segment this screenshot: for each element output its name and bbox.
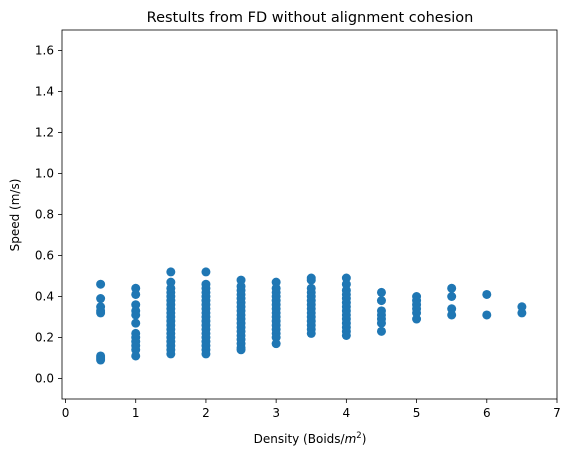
data-point <box>412 314 422 324</box>
y-axis: 0.0 0.2 0.4 0.6 0.8 1.0 1.2 1.4 1.6 <box>35 44 62 386</box>
x-tick-label: 6 <box>483 406 491 420</box>
x-tick-label: 3 <box>272 406 280 420</box>
chart-title: Restults from FD without alignment cohes… <box>147 10 474 26</box>
x-tick-label: 2 <box>202 406 210 420</box>
data-points <box>96 267 527 365</box>
y-tick-label: 0.0 <box>35 372 54 386</box>
data-point <box>271 333 281 342</box>
x-axis-label-prefix: Density (Boids/ <box>254 432 346 446</box>
y-tick-label: 1.0 <box>35 167 54 181</box>
data-point <box>341 273 351 283</box>
x-tick-label: 1 <box>132 406 140 420</box>
data-point <box>482 310 492 320</box>
data-point <box>271 339 281 349</box>
y-axis-label: Speed (m/s) <box>8 179 22 252</box>
x-axis-label-exponent: 2 <box>356 431 361 441</box>
y-tick-label: 0.6 <box>35 249 54 263</box>
x-axis: 0 1 2 3 4 5 6 7 <box>62 399 561 420</box>
data-point <box>236 275 246 285</box>
x-axis-label: Density (Boids/m2) <box>254 431 367 446</box>
data-point <box>166 277 176 287</box>
x-axis-label-suffix: ) <box>362 432 367 446</box>
data-point <box>412 308 422 318</box>
data-point <box>517 302 527 312</box>
data-point <box>376 287 386 297</box>
data-point <box>96 355 106 365</box>
data-point <box>447 283 457 293</box>
y-tick-label: 1.4 <box>35 85 54 99</box>
data-point <box>341 330 351 340</box>
data-point <box>447 304 457 314</box>
data-point <box>341 279 351 289</box>
data-point <box>201 267 211 277</box>
y-tick-label: 0.4 <box>35 290 54 304</box>
data-point <box>131 300 141 310</box>
data-point <box>271 277 281 287</box>
data-point <box>131 283 141 293</box>
x-tick-label: 0 <box>62 406 70 420</box>
y-tick-label: 0.2 <box>35 331 54 345</box>
data-point <box>131 351 141 361</box>
data-point <box>131 289 141 299</box>
plot-area-frame <box>61 29 558 400</box>
data-point <box>166 349 176 359</box>
data-point <box>131 310 141 320</box>
data-point <box>96 279 106 289</box>
data-point <box>166 267 176 277</box>
data-point <box>376 296 386 306</box>
data-point <box>376 318 386 328</box>
y-tick-label: 0.8 <box>35 208 54 222</box>
data-point <box>376 326 386 336</box>
data-point <box>131 318 141 328</box>
data-point <box>447 292 457 301</box>
x-tick-label: 5 <box>413 406 421 420</box>
x-tick-label: 7 <box>553 406 561 420</box>
x-tick-label: 4 <box>343 406 351 420</box>
data-point <box>447 310 457 320</box>
data-point <box>306 328 316 338</box>
y-tick-label: 1.2 <box>35 126 54 140</box>
data-point <box>201 349 211 359</box>
data-point <box>482 289 492 299</box>
data-point <box>96 308 106 318</box>
data-point <box>517 308 527 318</box>
data-point <box>96 294 106 304</box>
data-point <box>131 345 141 355</box>
data-point <box>306 275 316 285</box>
y-tick-label: 1.6 <box>35 44 54 58</box>
data-point <box>236 345 246 355</box>
x-axis-label-unit: m <box>345 432 357 446</box>
